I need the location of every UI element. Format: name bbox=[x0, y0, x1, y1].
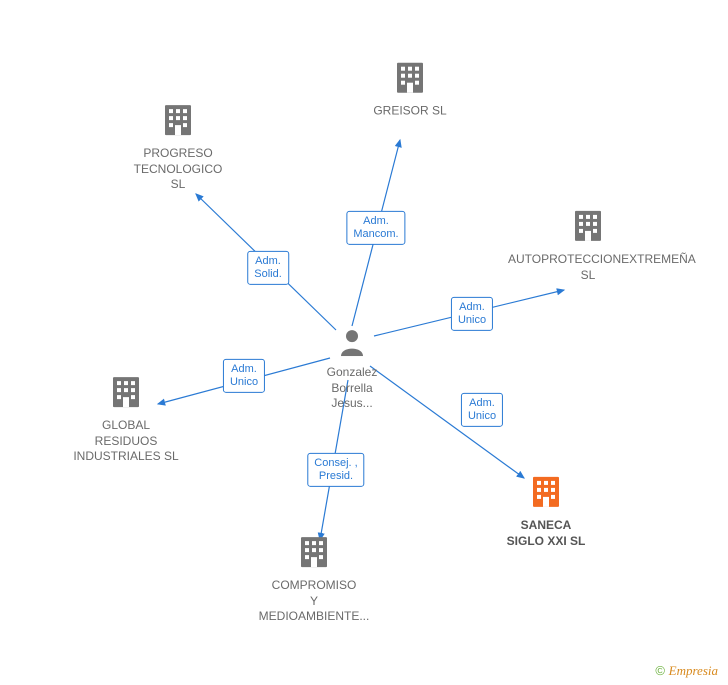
watermark: © Empresia bbox=[655, 663, 718, 679]
company-label: SANECA SIGLO XXI SL bbox=[466, 518, 626, 549]
company-node-autoprot[interactable]: AUTOPROTECCIONEXTREMEÑA SL bbox=[508, 209, 668, 283]
edge-label-autoprot: Adm. Unico bbox=[451, 297, 493, 331]
person-icon bbox=[339, 328, 365, 361]
building-icon bbox=[297, 535, 331, 574]
company-node-saneca[interactable]: SANECA SIGLO XXI SL bbox=[466, 475, 626, 549]
company-label: GREISOR SL bbox=[330, 104, 490, 120]
company-label: PROGRESO TECNOLOGICO SL bbox=[98, 146, 258, 193]
company-label: COMPROMISO Y MEDIOAMBIENTE... bbox=[234, 578, 394, 625]
company-node-progreso[interactable]: PROGRESO TECNOLOGICO SL bbox=[98, 103, 258, 193]
building-icon bbox=[109, 375, 143, 414]
company-label: AUTOPROTECCIONEXTREMEÑA SL bbox=[508, 252, 668, 283]
brand-name: Empresia bbox=[669, 663, 718, 678]
copyright-symbol: © bbox=[655, 663, 665, 678]
edge-label-progreso: Adm. Solid. bbox=[247, 251, 289, 285]
company-label: GLOBAL RESIDUOS INDUSTRIALES SL bbox=[46, 418, 206, 465]
person-label: Gonzalez Borrella Jesus... bbox=[292, 365, 412, 412]
network-canvas: Gonzalez Borrella Jesus... PROGRESO TECN… bbox=[0, 0, 728, 685]
building-icon bbox=[529, 475, 563, 514]
company-node-compromiso[interactable]: COMPROMISO Y MEDIOAMBIENTE... bbox=[234, 535, 394, 625]
company-node-greisor[interactable]: GREISOR SL bbox=[330, 61, 490, 120]
edge-label-compromiso: Consej. , Presid. bbox=[307, 453, 364, 487]
company-node-global[interactable]: GLOBAL RESIDUOS INDUSTRIALES SL bbox=[46, 375, 206, 465]
person-node[interactable]: Gonzalez Borrella Jesus... bbox=[292, 328, 412, 412]
building-icon bbox=[571, 209, 605, 248]
building-icon bbox=[161, 103, 195, 142]
building-icon bbox=[393, 61, 427, 100]
edge-label-greisor: Adm. Mancom. bbox=[346, 211, 405, 245]
edge-label-global: Adm. Unico bbox=[223, 359, 265, 393]
edge-label-saneca: Adm. Unico bbox=[461, 393, 503, 427]
